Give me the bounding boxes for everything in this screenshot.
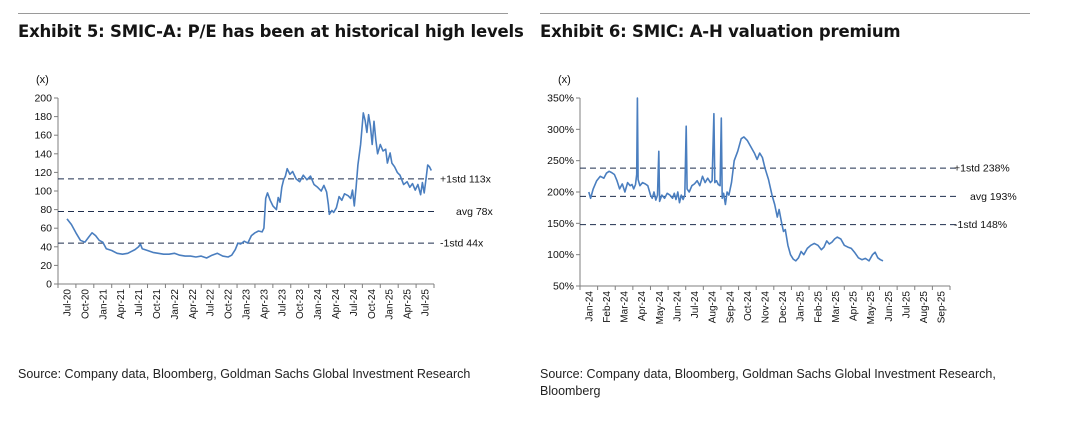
x-tick-label: Jul-21 [134,289,145,317]
series-line [588,97,884,262]
x-tick-label: Jan-21 [98,289,109,320]
y-tick-label: 100% [547,249,574,261]
y-tick-label: 80 [40,204,52,216]
reference-line-label: +1std 113x [440,173,492,185]
x-tick-label: Jan-24 [313,289,324,320]
x-tick-label: Mar-25 [831,291,842,323]
y-unit-label: (x) [558,74,571,86]
x-tick-label: Oct-22 [224,289,235,319]
y-tick-label: 160 [34,130,52,142]
x-tick-label: Jul-20 [62,289,73,317]
series-line [66,112,433,259]
x-tick-label: May-25 [866,291,877,325]
y-tick-label: 150% [547,218,574,230]
pe-line-chart: (x) 0 20 40 60 80 100 120 140 160 180 200 Jul-20 Oct-… [34,74,494,320]
x-tick-label: Apr-24 [331,289,342,319]
x-tick-label: Oct-24 [743,291,754,321]
x-tick-label: Feb-24 [602,291,613,323]
y-unit-label: (x) [36,74,49,86]
y-tick-label: 20 [40,260,52,272]
x-tick-label: Mar-24 [620,291,631,323]
y-tick-label: 350% [547,93,574,105]
x-tick-label: Feb-25 [813,291,824,323]
y-tick-label: 40 [40,241,52,253]
x-tick-label: Apr-25 [849,291,860,321]
x-tick-label: Jan-24 [584,291,595,322]
top-rule [540,13,1030,14]
x-tick-label: Oct-20 [80,289,91,319]
x-tick-label: Oct-23 [295,289,306,319]
y-tick-label: 100 [34,186,52,198]
x-tick-label: Jul-25 [901,291,912,319]
x-tick-label: Jan-25 [385,289,396,320]
x-tick-label: Sep-25 [937,291,948,324]
y-tick-label: 300% [547,124,574,136]
y-tick-label: 60 [40,223,52,235]
y-tick-label: 140 [34,148,52,160]
x-tick-label: Apr-22 [188,289,199,319]
x-tick-label: Aug-25 [919,291,930,324]
chart-source-note: Source: Company data, Bloomberg, Goldman… [540,367,996,398]
reference-line-label: +1std 238% [954,163,1010,175]
top-rule [18,13,508,14]
chart-title: Exhibit 5: SMIC-A: P/E has been at histo… [18,22,524,41]
reference-line-label: -1std 148% [954,219,1007,231]
x-tick-label: Dec-24 [778,291,789,324]
x-tick-label: Oct-24 [367,289,378,319]
chart-title: Exhibit 6: SMIC: A-H valuation premium [540,22,901,41]
x-tick-label: Jun-25 [884,291,895,322]
x-tick-label: Jul-23 [277,289,288,317]
exhibit-5-panel: Exhibit 5: SMIC-A: P/E has been at histo… [18,0,524,432]
x-tick-label: Jan-25 [796,291,807,322]
x-tick-label: Nov-24 [761,291,772,324]
x-tick-label: Aug-24 [708,291,719,324]
chart-source-note: Source: Company data, Bloomberg, Goldman… [18,367,471,381]
x-tick-label: Apr-25 [403,289,414,319]
x-tick-label: Apr-24 [637,291,648,321]
x-tick-label: Jul-24 [349,289,360,317]
y-tick-label: 50% [553,281,574,293]
x-tick-label: Apr-21 [116,289,127,319]
reference-line-label: avg 193% [970,191,1017,203]
x-tick-label: Jun-24 [672,291,683,322]
reference-line-label: -1std 44x [440,238,484,250]
y-tick-label: 200 [34,93,52,105]
x-tick-label: Jul-22 [206,289,217,317]
x-tick-label: Jan-22 [170,289,181,320]
ah-premium-line-chart: (x) 50% 100% 150% 200% 250% 300% 350% Jan-24 Feb-… [547,74,1017,325]
y-tick-label: 250% [547,155,574,167]
exhibit-6-panel: Exhibit 6: SMIC: A-H valuation premium (… [540,0,1030,432]
x-tick-label: Jul-24 [690,291,701,319]
x-tick-label: Jul-25 [421,289,432,317]
y-tick-label: 120 [34,167,52,179]
x-tick-label: Sep-24 [725,291,736,324]
x-tick-label: Oct-21 [152,289,163,319]
y-tick-label: 200% [547,187,574,199]
y-tick-label: 0 [46,279,52,291]
x-tick-label: May-24 [655,291,666,325]
x-tick-label: Jan-23 [242,289,253,320]
x-tick-label: Apr-23 [259,289,270,319]
y-tick-label: 180 [34,111,52,123]
reference-line-label: avg 78x [456,206,494,218]
